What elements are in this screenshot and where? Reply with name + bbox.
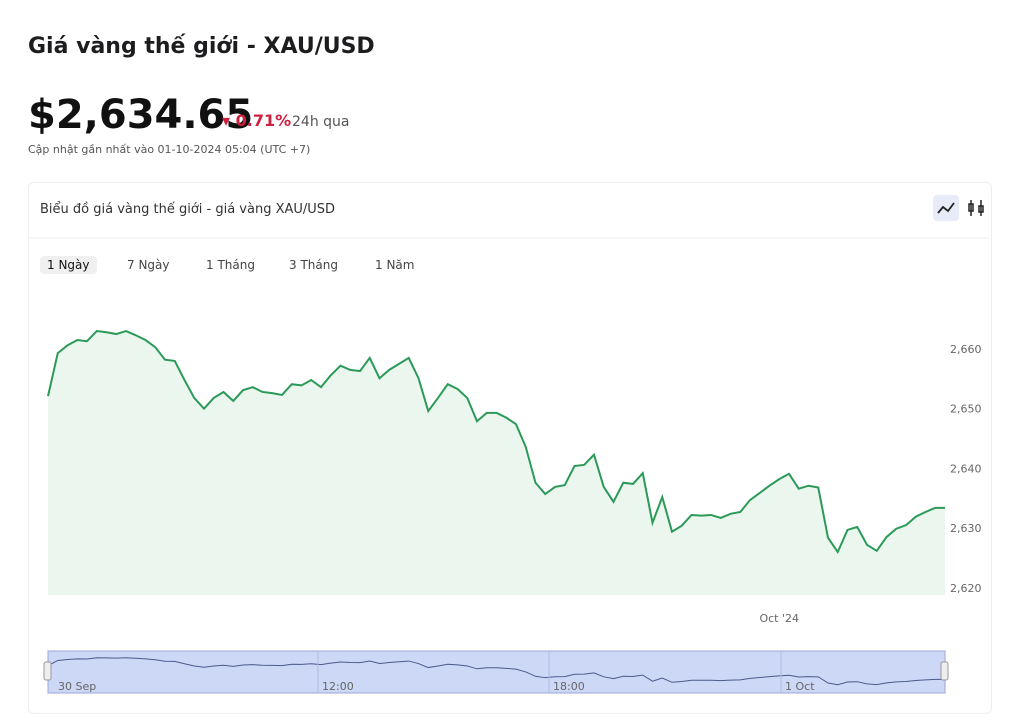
navigator-handle[interactable] (940, 661, 949, 681)
price-change: ▾ 0.71% (222, 111, 292, 130)
candle-chart-button[interactable] (968, 200, 984, 216)
price: $2,634.65 (28, 92, 254, 138)
navigator-handle[interactable] (43, 661, 52, 681)
navigator-label: 1 Oct (785, 680, 815, 693)
y-tick-label: 2,660 (950, 343, 982, 356)
range-tab[interactable]: 7 Ngày (127, 258, 170, 272)
navigator-label: 30 Sep (58, 680, 96, 693)
card-title: Biểu đồ giá vàng thế giới - giá vàng XAU… (40, 202, 336, 217)
navigator-line (47, 657, 945, 686)
navigator-label: 18:00 (553, 680, 585, 693)
y-tick-label: 2,620 (950, 582, 982, 595)
line-chart-button[interactable] (933, 195, 959, 221)
x-tick-label: Oct '24 (759, 612, 799, 625)
change-value: 0.71% (235, 111, 292, 130)
navigator-label: 12:00 (322, 680, 354, 693)
line-icon (937, 202, 955, 214)
area (48, 331, 945, 595)
navigator[interactable] (47, 650, 946, 694)
page-title: Giá vàng thế giới - XAU/USD (28, 34, 375, 59)
change-period: 24h qua (292, 114, 350, 130)
range-tab[interactable]: 3 Tháng (289, 258, 338, 272)
line (47, 329, 945, 555)
updated-time: Cập nhật gần nhất vào 01-10-2024 05:04 (… (28, 143, 311, 156)
y-tick-label: 2,650 (950, 403, 982, 416)
range-tab[interactable]: 1 Năm (375, 258, 415, 272)
y-tick-label: 2,640 (950, 462, 982, 475)
range-tab[interactable]: 1 Tháng (206, 258, 255, 272)
range-tab[interactable]: 1 Ngày (40, 256, 97, 274)
y-tick-label: 2,630 (950, 522, 982, 535)
